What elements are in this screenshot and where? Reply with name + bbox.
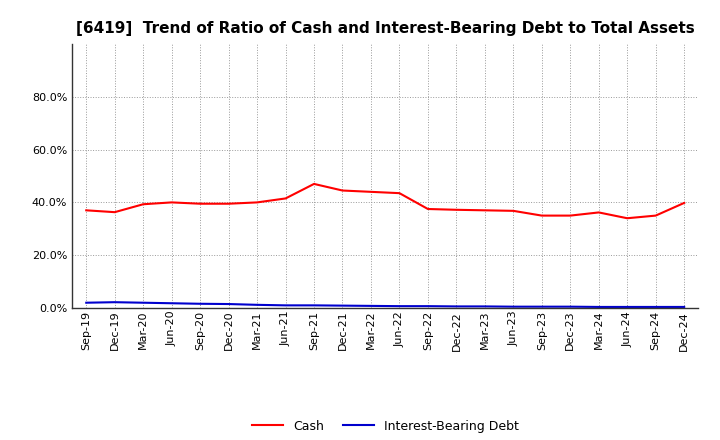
Cash bbox=[338, 188, 347, 193]
Interest-Bearing Debt bbox=[680, 304, 688, 310]
Cash bbox=[225, 201, 233, 206]
Interest-Bearing Debt bbox=[480, 304, 489, 309]
Interest-Bearing Debt bbox=[139, 300, 148, 305]
Interest-Bearing Debt bbox=[110, 300, 119, 305]
Interest-Bearing Debt bbox=[253, 302, 261, 308]
Title: [6419]  Trend of Ratio of Cash and Interest-Bearing Debt to Total Assets: [6419] Trend of Ratio of Cash and Intere… bbox=[76, 21, 695, 36]
Interest-Bearing Debt bbox=[196, 301, 204, 306]
Interest-Bearing Debt bbox=[566, 304, 575, 309]
Interest-Bearing Debt bbox=[537, 304, 546, 309]
Cash bbox=[282, 196, 290, 201]
Interest-Bearing Debt bbox=[225, 301, 233, 307]
Legend: Cash, Interest-Bearing Debt: Cash, Interest-Bearing Debt bbox=[247, 414, 523, 437]
Interest-Bearing Debt bbox=[395, 304, 404, 309]
Interest-Bearing Debt bbox=[338, 303, 347, 308]
Cash bbox=[623, 216, 631, 221]
Interest-Bearing Debt bbox=[623, 304, 631, 310]
Cash bbox=[310, 181, 318, 187]
Line: Cash: Cash bbox=[86, 184, 684, 218]
Interest-Bearing Debt bbox=[82, 300, 91, 305]
Cash bbox=[110, 209, 119, 215]
Cash bbox=[680, 200, 688, 205]
Line: Interest-Bearing Debt: Interest-Bearing Debt bbox=[86, 302, 684, 307]
Cash bbox=[537, 213, 546, 218]
Interest-Bearing Debt bbox=[509, 304, 518, 309]
Cash bbox=[452, 207, 461, 213]
Cash bbox=[366, 189, 375, 194]
Interest-Bearing Debt bbox=[366, 303, 375, 308]
Cash bbox=[480, 208, 489, 213]
Cash bbox=[652, 213, 660, 218]
Interest-Bearing Debt bbox=[423, 304, 432, 309]
Interest-Bearing Debt bbox=[452, 304, 461, 309]
Cash bbox=[139, 202, 148, 207]
Interest-Bearing Debt bbox=[652, 304, 660, 310]
Interest-Bearing Debt bbox=[310, 303, 318, 308]
Cash bbox=[395, 191, 404, 196]
Cash bbox=[509, 208, 518, 213]
Cash bbox=[566, 213, 575, 218]
Cash bbox=[167, 200, 176, 205]
Cash bbox=[82, 208, 91, 213]
Interest-Bearing Debt bbox=[282, 303, 290, 308]
Cash bbox=[423, 206, 432, 212]
Interest-Bearing Debt bbox=[595, 304, 603, 310]
Cash bbox=[595, 210, 603, 215]
Cash bbox=[196, 201, 204, 206]
Interest-Bearing Debt bbox=[167, 301, 176, 306]
Cash bbox=[253, 200, 261, 205]
